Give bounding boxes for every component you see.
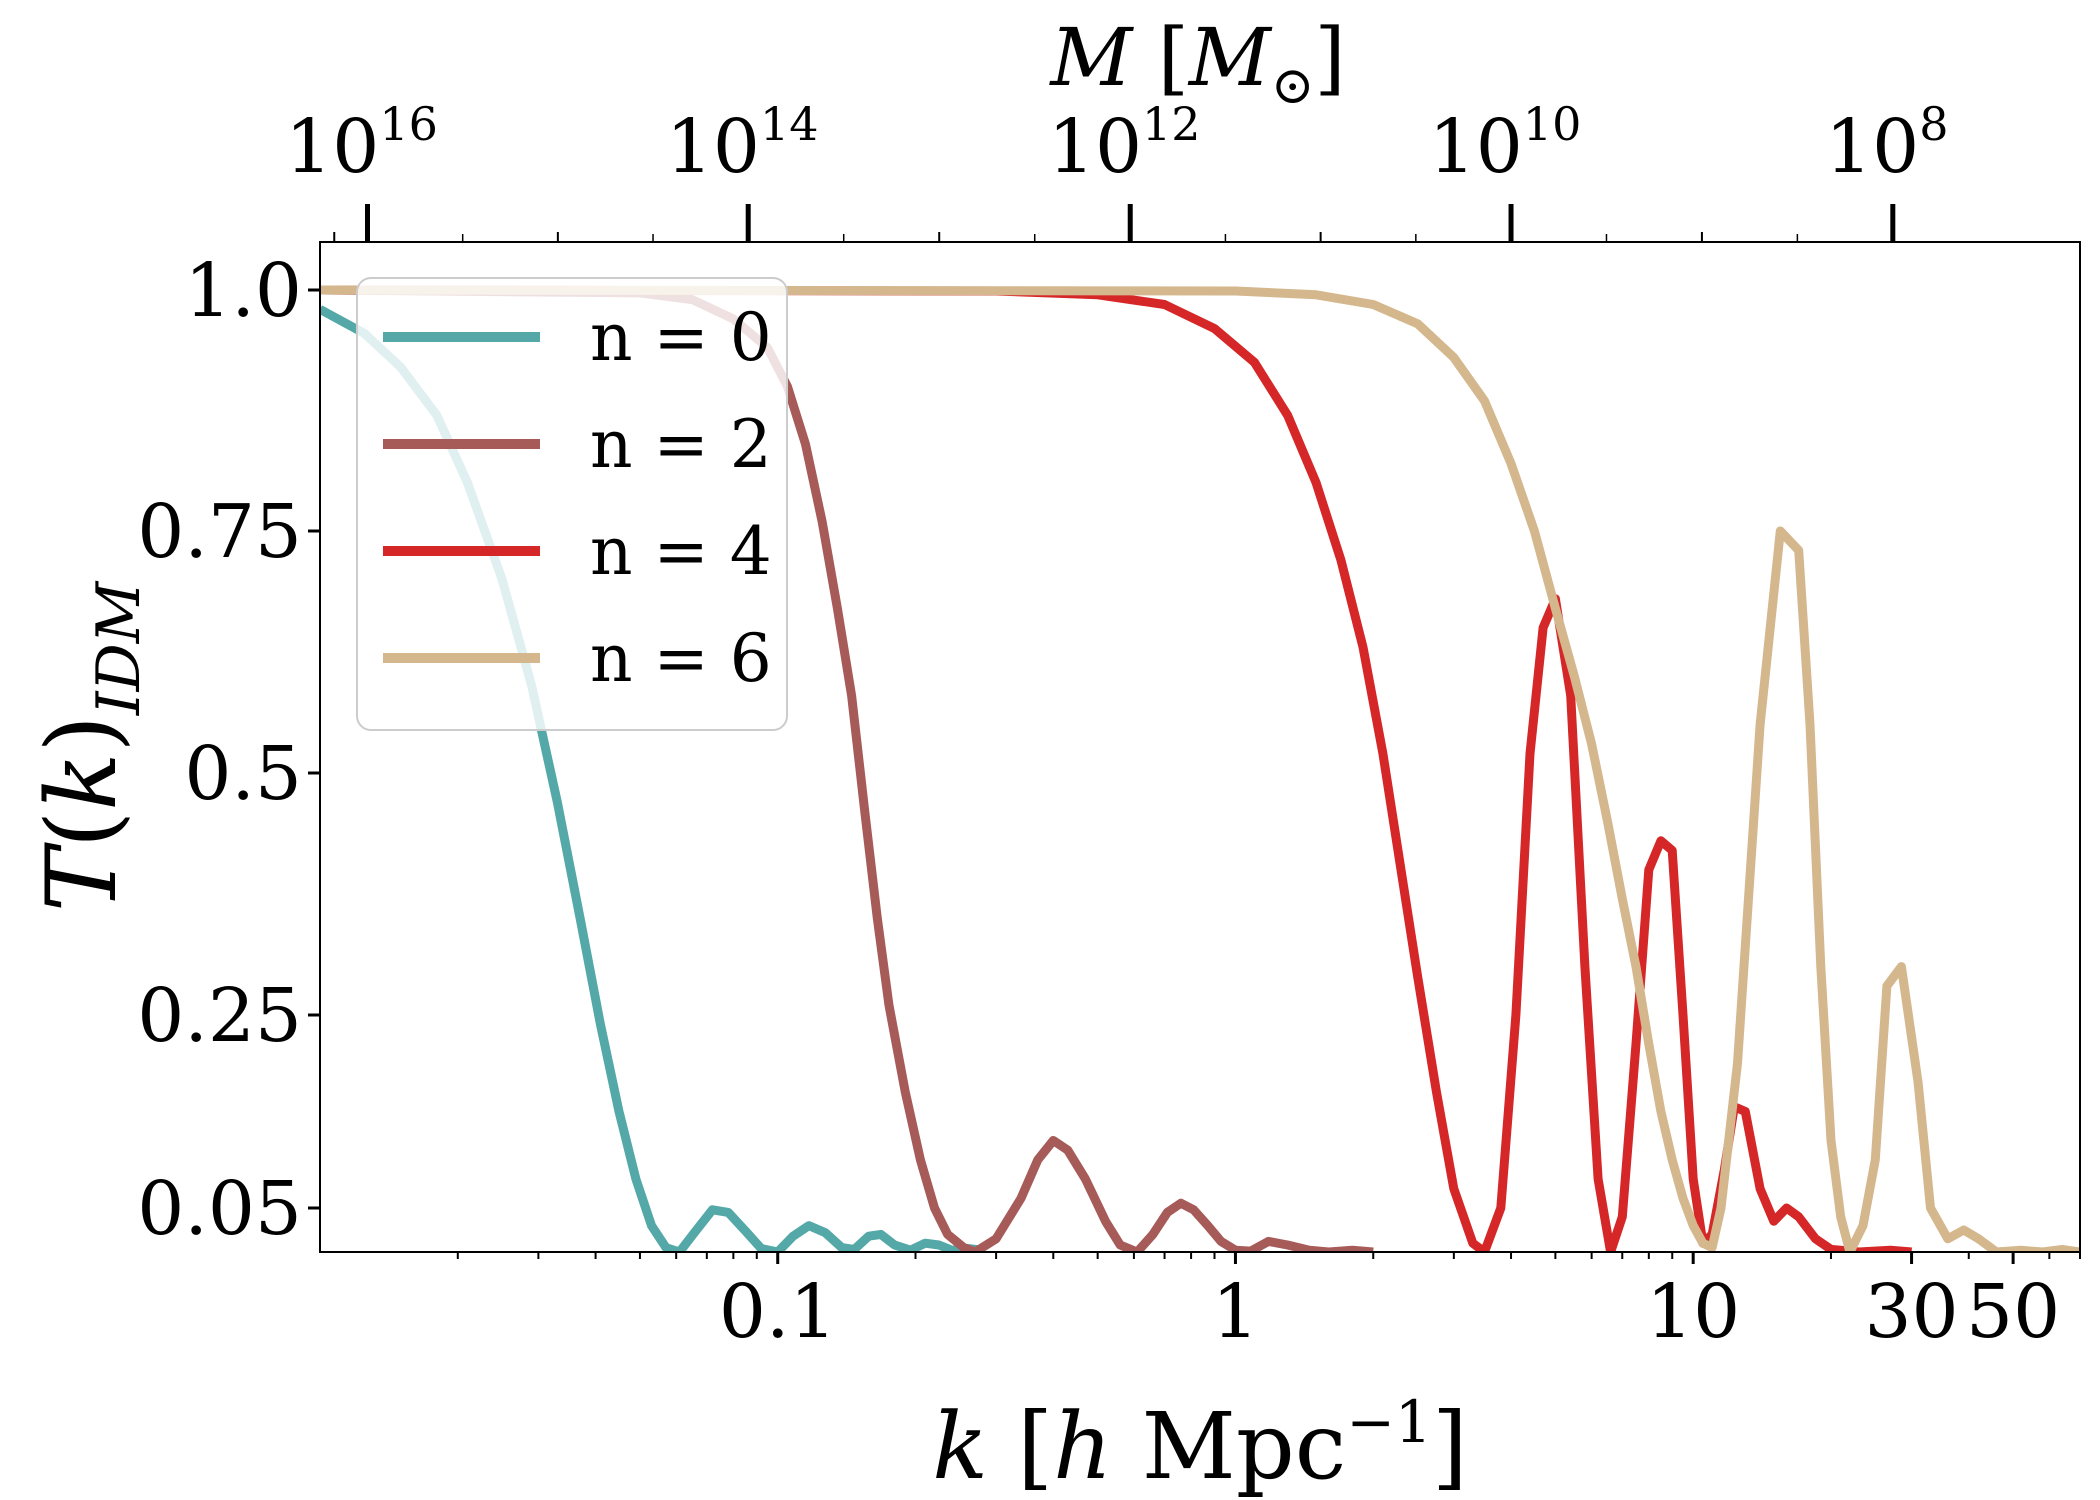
legend-label-3: n = 6 <box>590 620 772 697</box>
legend: n = 0 n = 2 n = 4 n = 6 <box>356 277 788 731</box>
y-tick-label: 0.05 <box>137 1166 302 1252</box>
legend-label-1: n = 2 <box>590 406 772 483</box>
top-tick-label: 108 <box>1825 97 1948 190</box>
x-tick-label: 50 <box>1966 1269 2060 1355</box>
legend-label-2: n = 4 <box>590 513 772 590</box>
y-tick-label: 1.0 <box>184 248 302 334</box>
series-line-3 <box>320 285 2080 1252</box>
top-tick-label: 1012 <box>1048 97 1201 190</box>
legend-label-0: n = 0 <box>590 299 772 376</box>
x-tick-label: 30 <box>1864 1269 1958 1355</box>
series-layer <box>320 285 2080 1252</box>
y-tick-label: 0.75 <box>137 489 302 575</box>
legend-box <box>356 277 788 731</box>
y-axis-label: T(k)IDM <box>26 580 154 912</box>
top-tick-label: 1016 <box>285 97 438 190</box>
series-line-1 <box>320 285 1374 1252</box>
ticks-layer: 0.1 1 10 30 50 0.05 0.25 0.5 0.75 1.0 1016 1014 1012… <box>137 97 2081 1355</box>
series-line-2 <box>320 285 1912 1252</box>
y-tick-label: 0.25 <box>137 973 302 1059</box>
x-axis-label: k [h Mpc−1] <box>932 1388 1467 1500</box>
plot-frame <box>319 241 2081 1253</box>
y-tick-label: 0.5 <box>184 731 302 817</box>
x-tick-label: 10 <box>1646 1269 1740 1355</box>
top-tick-label: 1010 <box>1429 97 1582 190</box>
x-tick-label: 0.1 <box>719 1269 837 1355</box>
top-axis-label: M [M⊙] <box>1048 11 1345 116</box>
top-tick-label: 1014 <box>666 97 819 190</box>
x-tick-label: 1 <box>1212 1269 1259 1355</box>
